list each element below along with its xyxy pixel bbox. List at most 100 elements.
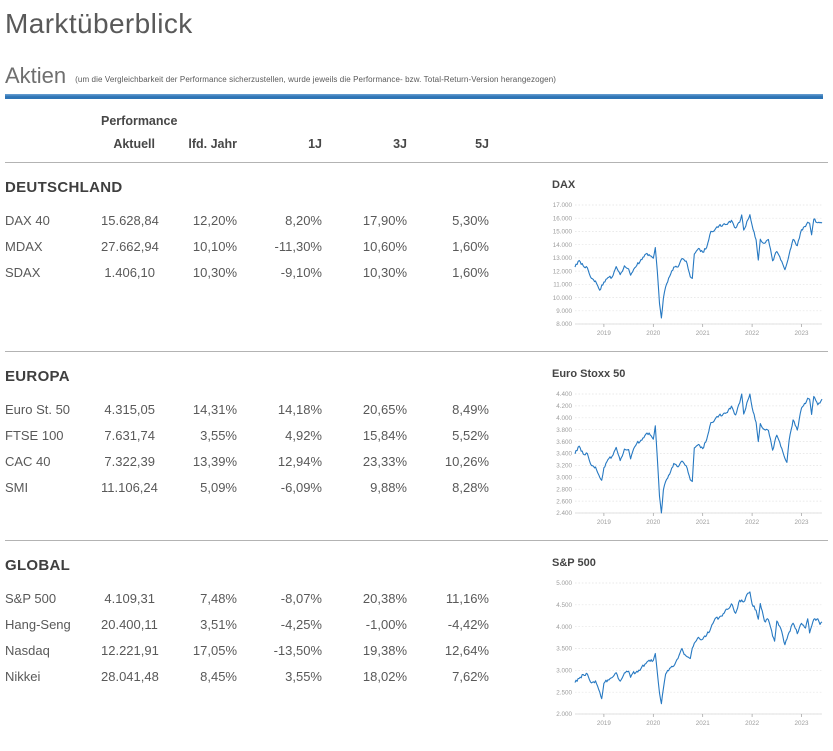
line-chart: 17.000 16.000 15.000 14.000 13.000 12.000 11.0… (553, 202, 823, 337)
performance-header-row2: Aktuell lfd. Jahr 1J 3J 5J (5, 137, 828, 151)
chart-title: S&P 500 (552, 557, 596, 569)
chart-sp500: S&P 500 5.000 4.500 4.000 3.500 3.000 2.500 2.0… (548, 556, 828, 730)
value-cell: 1,60% (452, 265, 489, 280)
value-cell: 7.322,39 (104, 454, 155, 469)
value-cell: 12,94% (277, 454, 322, 469)
value-cell: 7,48% (200, 591, 237, 606)
column-header-5j: 5J (475, 137, 489, 151)
value-cell: 19,38% (362, 643, 407, 658)
value-cell: -4,25% (280, 617, 322, 632)
svg-text:17.000: 17.000 (553, 202, 573, 209)
svg-text:2.500: 2.500 (556, 689, 572, 696)
value-cell: -13,50% (273, 643, 322, 658)
svg-text:2023: 2023 (794, 720, 809, 727)
index-name: FTSE 100 (5, 428, 64, 443)
value-cell: 12,20% (192, 213, 237, 228)
line-chart: 4.400 4.200 4.000 3.800 3.600 3.400 3.200 3.000… (556, 391, 823, 526)
value-cell: -8,07% (280, 591, 322, 606)
value-cell: 14,31% (192, 402, 237, 417)
svg-text:2020: 2020 (646, 720, 661, 727)
value-cell: 1,60% (452, 239, 489, 254)
value-cell: 27.662,94 (101, 239, 159, 254)
value-cell: 8,49% (452, 402, 489, 417)
value-cell: 12.221,91 (101, 643, 159, 658)
section-deutschland: DEUTSCHLAND DAX 40 15.628,84 12,20% 8,20% 17,… (5, 163, 828, 351)
value-cell: -1,00% (365, 617, 407, 632)
performance-header-row1: Performance (5, 114, 828, 128)
svg-text:2021: 2021 (696, 720, 711, 727)
index-name: SDAX (5, 265, 41, 280)
table-row-hang-seng: Hang-Seng 20.400,11 3,51% -4,25% -1,00% -4,42… (5, 612, 548, 638)
svg-text:2023: 2023 (794, 330, 809, 337)
value-cell: 8,28% (452, 480, 489, 495)
value-cell: 14,18% (277, 402, 322, 417)
value-cell: 15,84% (362, 428, 407, 443)
value-cell: 7,62% (452, 669, 489, 684)
value-cell: 4.109,31 (104, 591, 155, 606)
value-cell: 8,45% (200, 669, 237, 684)
svg-text:9.000: 9.000 (556, 308, 572, 315)
table-row-cac-40: CAC 40 7.322,39 13,39% 12,94% 23,33% 10,26% (5, 449, 548, 475)
svg-text:2.400: 2.400 (556, 510, 572, 517)
svg-text:11.000: 11.000 (553, 282, 572, 289)
svg-text:3.000: 3.000 (556, 475, 572, 482)
value-cell: 11,16% (445, 591, 489, 606)
svg-text:3.000: 3.000 (556, 668, 572, 675)
performance-label: Performance (101, 114, 178, 128)
value-cell: 20.400,11 (101, 617, 158, 632)
index-name: S&P 500 (5, 591, 57, 606)
svg-text:10.000: 10.000 (553, 295, 573, 302)
index-name: Nikkei (5, 669, 41, 684)
svg-text:3.600: 3.600 (556, 439, 572, 446)
value-cell: 4.315,05 (104, 402, 155, 417)
table-row-s-p-500: S&P 500 4.109,31 7,48% -8,07% 20,38% 11,16% (5, 586, 548, 612)
table-row-mdax: MDAX 27.662,94 10,10% -11,30% 10,60% 1,60% (5, 234, 548, 260)
section-heading: DEUTSCHLAND (5, 179, 123, 196)
section-heading: GLOBAL (5, 557, 71, 574)
column-header-1j: 1J (308, 137, 322, 151)
value-cell: -4,42% (447, 617, 489, 632)
value-cell: 18,02% (362, 669, 407, 684)
sections-container: DEUTSCHLAND DAX 40 15.628,84 12,20% 8,20% 17,… (5, 163, 828, 741)
svg-text:3.400: 3.400 (556, 451, 572, 458)
svg-text:4.400: 4.400 (556, 391, 572, 398)
svg-text:3.800: 3.800 (556, 427, 572, 434)
section-table: DEUTSCHLAND DAX 40 15.628,84 12,20% 8,20% 17,… (5, 178, 548, 340)
value-cell: 10,60% (362, 239, 407, 254)
chart-title: DAX (552, 179, 576, 191)
svg-text:2023: 2023 (794, 519, 809, 526)
index-name: DAX 40 (5, 213, 50, 228)
section-heading: EUROPA (5, 368, 70, 385)
line-chart: 5.000 4.500 4.000 3.500 3.000 2.500 2.000 2019 2… (556, 580, 823, 727)
chart-title: Euro Stoxx 50 (552, 368, 626, 380)
value-cell: 1.406,10 (104, 265, 155, 280)
svg-text:13.000: 13.000 (553, 255, 573, 262)
svg-text:4.000: 4.000 (556, 415, 572, 422)
table-row-dax-40: DAX 40 15.628,84 12,20% 8,20% 17,90% 5,30% (5, 208, 548, 234)
aktien-note: (um die Vergleichbarkeit der Performance… (75, 75, 557, 84)
svg-text:5.000: 5.000 (556, 580, 572, 587)
spacer-cell (5, 114, 101, 128)
performance-header: Performance Aktuell lfd. Jahr 1J 3J 5J (5, 114, 828, 163)
index-name: Euro St. 50 (5, 402, 71, 417)
value-cell: 10,30% (192, 265, 237, 280)
svg-text:2022: 2022 (745, 519, 760, 526)
svg-text:4.500: 4.500 (556, 602, 572, 609)
svg-text:2021: 2021 (696, 519, 711, 526)
value-cell: -9,10% (280, 265, 322, 280)
svg-text:8.000: 8.000 (556, 321, 572, 328)
table-row-euro-st-50: Euro St. 50 4.315,05 14,31% 14,18% 20,65% 8,4… (5, 397, 548, 423)
svg-text:3.200: 3.200 (556, 463, 572, 470)
page-title: Marktüberblick (5, 8, 193, 39)
value-cell: 12,64% (444, 643, 489, 658)
svg-text:4.200: 4.200 (556, 403, 572, 410)
svg-text:4.000: 4.000 (556, 624, 572, 631)
aktien-heading-row: Aktien (um die Vergleichbarkeit der Perf… (5, 65, 828, 87)
value-cell: 10,30% (362, 265, 407, 280)
svg-text:2022: 2022 (745, 720, 760, 727)
svg-text:2.000: 2.000 (556, 711, 572, 718)
value-cell: 7.631,74 (104, 428, 155, 443)
value-cell: 15.628,84 (101, 213, 159, 228)
value-cell: 10,10% (192, 239, 237, 254)
svg-text:2019: 2019 (597, 720, 612, 727)
